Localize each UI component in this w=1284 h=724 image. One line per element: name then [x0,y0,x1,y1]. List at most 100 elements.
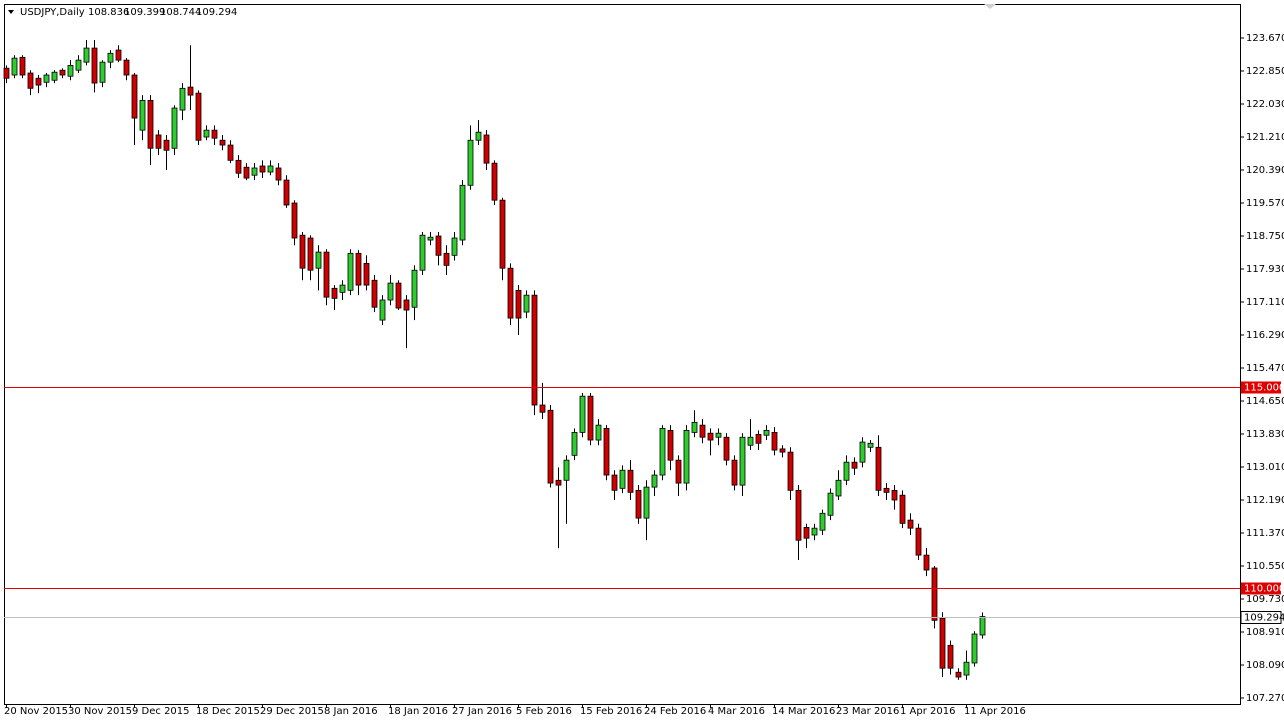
candle-body [771,431,778,451]
x-tick-label: 20 Nov 2015 [4,706,68,717]
candle-body [835,479,842,497]
candle-body [603,427,610,476]
candle-body [699,424,706,438]
candle-body [619,469,626,489]
candle-body [419,234,426,271]
candle-body [915,527,922,556]
candle-body [755,434,762,444]
candle-body [611,474,618,491]
candle-body [947,644,954,669]
candle-body [171,107,178,149]
candle-body [643,486,650,519]
candle-body [955,671,962,678]
candle-body [683,429,690,484]
x-tick-label: 4 Mar 2016 [708,706,765,717]
y-tick-label: 122.850 [1246,66,1284,77]
x-tick-label: 1 Apr 2016 [900,706,955,717]
candle-body [739,436,746,486]
level-tag [1241,381,1281,394]
candle-body [459,184,466,241]
candle-body [539,404,546,413]
candle-body [475,131,482,141]
y-tick-label: 120.390 [1246,165,1284,176]
candle-body [779,448,786,453]
candle-body [227,144,234,161]
candle-body [627,469,634,493]
x-tick-label: 18 Jan 2016 [388,706,448,717]
candle-body [11,57,18,76]
candle-body [523,294,530,313]
x-tick-label: 29 Dec 2015 [260,706,324,717]
candle-body [451,237,458,256]
candle-body [467,139,474,186]
y-tick-label: 112.190 [1246,495,1284,506]
candle-body [155,134,162,149]
candle-body [491,162,498,201]
candle-body [331,287,338,299]
candle-body [3,67,10,79]
candle-body [147,99,154,149]
candle-body [307,237,314,271]
level-label: 110.000 [1244,584,1284,595]
candle-body [891,489,898,501]
candle-body [395,282,402,309]
candle-body [283,179,290,206]
candle-body [163,139,170,151]
candle-body [547,409,554,484]
candle-body [131,74,138,119]
candle-body [411,269,418,308]
x-tick-label: 30 Nov 2015 [68,706,132,717]
x-tick-label: 9 Dec 2015 [132,706,190,717]
plot-frame [4,4,1241,705]
x-tick-label: 14 Mar 2016 [772,706,835,717]
quote-low: 108.744 [160,7,201,18]
symbol: USDJPY,Daily [20,7,85,18]
quote-open: 108.836 [88,7,129,18]
candle-body [427,236,434,241]
candle-body [435,235,442,256]
candle-body [123,59,130,76]
candle-body [59,69,66,76]
candle-body [211,129,218,139]
candle-body [347,252,354,291]
y-tick-label: 123.670 [1246,33,1284,44]
level-label: 115.000 [1244,383,1284,394]
candle-body [579,395,586,433]
candle-body [83,47,90,63]
candle-body [339,284,346,293]
x-tick-label: 27 Jan 2016 [452,706,512,717]
candle-body [859,441,866,463]
candle-body [275,167,282,181]
candle-body [531,294,538,406]
candle-body [723,436,730,461]
y-tick-label: 117.930 [1246,264,1284,275]
candle-body [403,299,410,311]
candle-body [371,279,378,308]
candle-body [507,267,514,319]
candle-body [571,431,578,456]
candle-body [19,56,26,76]
y-tick-label: 115.470 [1246,363,1284,374]
level-tag [1241,582,1281,595]
candle-body [595,424,602,441]
candle-body [587,395,594,441]
y-tick-label: 113.830 [1246,429,1284,440]
y-tick-label: 108.090 [1246,660,1284,671]
candle-body [811,527,818,536]
candle-body [659,427,666,476]
menu-arrow[interactable] [8,10,14,14]
candle-body [219,139,226,146]
candle-body [819,512,826,531]
candle-body [939,617,946,669]
candle-body [715,432,722,438]
candle-body [139,99,146,131]
candle-body [299,234,306,269]
y-tick-label: 122.030 [1246,99,1284,110]
quote-high: 109.399 [124,7,165,18]
candle-body [91,47,98,84]
candle-body [963,661,970,676]
y-tick-label: 108.910 [1246,627,1284,638]
candle-body [251,167,258,176]
candle-body [67,64,74,77]
candle-body [35,77,42,86]
